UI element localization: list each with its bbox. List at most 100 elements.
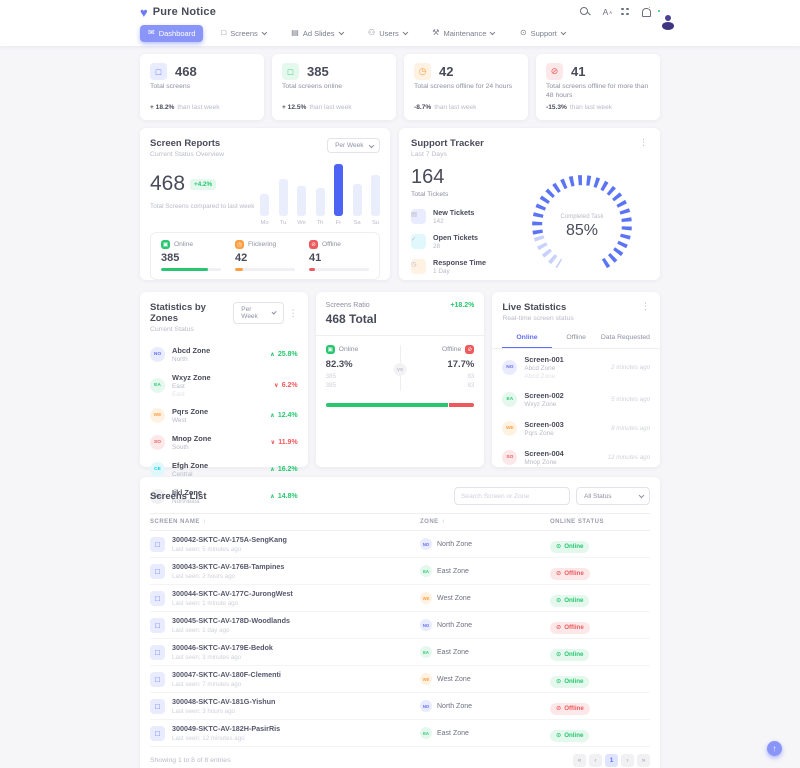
nav-item-label: Screens bbox=[230, 28, 258, 38]
status-badge: ⊘ Offline bbox=[550, 702, 590, 715]
total-tickets-value: 164 bbox=[411, 166, 445, 188]
table-row[interactable]: □ 300048-SKTC-AV-181G-Yishun Last seen: … bbox=[150, 693, 650, 720]
tab[interactable]: Online bbox=[502, 329, 552, 348]
ticket-icon: ✓ bbox=[411, 234, 426, 249]
screen-name: 300048-SKTC-AV-181G-Yishun bbox=[172, 697, 276, 707]
nav-item[interactable]: □ Screens bbox=[213, 25, 273, 42]
chevron-down-icon bbox=[560, 29, 566, 35]
chart-bar[interactable] bbox=[260, 194, 270, 216]
chart-bar[interactable] bbox=[352, 183, 362, 216]
table-row[interactable]: □ 300043-SKTC-AV-176B-Tampines Last seen… bbox=[150, 558, 650, 585]
chart-bar[interactable] bbox=[278, 178, 288, 216]
table-row[interactable]: □ 300042-SKTC-AV-175A-SengKang Last seen… bbox=[150, 531, 650, 558]
nav-item[interactable]: ▤ Ad Slides bbox=[283, 25, 350, 42]
pagination-button[interactable]: « bbox=[573, 754, 586, 767]
online-icon: ▣ bbox=[325, 345, 335, 354]
sort-arrow-icon[interactable]: ↑ bbox=[441, 519, 446, 525]
status-label: Offline bbox=[322, 241, 341, 248]
notifications-icon[interactable] bbox=[640, 5, 651, 18]
ratio-change: +18.2% bbox=[450, 302, 475, 309]
last-seen: Last seen: 1 minute ago bbox=[172, 599, 239, 607]
language-icon[interactable]: A bbox=[600, 7, 612, 19]
nav-item[interactable]: ✉ Dashboard bbox=[140, 24, 204, 42]
table-row[interactable]: □ 300047-SKTC-AV-180F-Clementi Last seen… bbox=[150, 666, 650, 693]
search-icon[interactable] bbox=[580, 6, 591, 18]
pagination-button[interactable]: ‹ bbox=[589, 754, 602, 767]
trend-change: -8.7% bbox=[414, 104, 432, 111]
status-filter-select[interactable]: All Status bbox=[576, 487, 650, 505]
zone-avatar: WE bbox=[420, 592, 432, 604]
online-count-ghost: 385 bbox=[325, 381, 336, 389]
ticket-value: 142 bbox=[433, 218, 444, 225]
trend-value: 16.2% bbox=[277, 466, 298, 473]
zone-name: East Zone bbox=[437, 567, 469, 575]
nav-item-label: Ad Slides bbox=[302, 28, 335, 38]
table-row[interactable]: □ 300046-SKTC-AV-179E-Bedok Last seen: 3… bbox=[150, 639, 650, 666]
status-icon: ⊙ bbox=[556, 732, 562, 739]
screen-zone: Abcd Zone bbox=[524, 364, 556, 372]
zone-avatar: WE bbox=[150, 408, 165, 423]
zone-avatar: SO bbox=[150, 435, 165, 450]
chart-bar[interactable] bbox=[297, 186, 307, 216]
more-menu-icon[interactable]: ⋮ bbox=[288, 307, 298, 318]
tab[interactable]: Offline bbox=[566, 334, 586, 341]
stat-card: □ 468 Total screens + 18.2% than last wee… bbox=[140, 54, 264, 120]
zone-avatar: EA bbox=[502, 392, 518, 407]
screen-name: 300049-SKTC-AV-182H-PasirRis bbox=[172, 724, 281, 734]
pagination-button[interactable]: › bbox=[621, 754, 634, 767]
screen-name: 300045-SKTC-AV-178D-Woodlands bbox=[172, 616, 290, 626]
screen-name: 300044-SKTC-AV-177C-JurongWest bbox=[172, 589, 293, 599]
screen-icon: ⊘ bbox=[546, 63, 563, 80]
ticket-icon: ▤ bbox=[411, 209, 426, 224]
apps-icon[interactable] bbox=[620, 7, 631, 18]
status-badge: ⊙ Online bbox=[550, 675, 590, 688]
nav-item[interactable]: ⊙ Support bbox=[512, 25, 572, 42]
tab[interactable]: Data Requested bbox=[600, 334, 650, 341]
status-icon: ⊙ bbox=[556, 543, 562, 550]
zone-name: East Zone bbox=[437, 729, 469, 737]
table-column-header[interactable]: ZONE ↑ bbox=[420, 519, 446, 525]
screen-zone: Pqrs Zone bbox=[524, 429, 554, 437]
status-icon: ⊘ bbox=[309, 240, 318, 249]
day-label: Su bbox=[371, 220, 380, 226]
table-column-header[interactable]: SCREEN NAME ↑ bbox=[150, 519, 207, 525]
chart-bar[interactable] bbox=[315, 188, 325, 216]
zone-name: Efgh Zone bbox=[172, 460, 209, 470]
last-seen: Last seen: 3 hours ago bbox=[172, 707, 235, 715]
period-select[interactable]: Per Week bbox=[233, 302, 284, 324]
gauge-label: Completed Task bbox=[560, 214, 604, 221]
chevron-down-icon bbox=[368, 142, 374, 148]
sort-arrow-icon[interactable]: ↑ bbox=[202, 519, 207, 525]
last-seen: Last seen: 12 minutes ago bbox=[172, 734, 245, 742]
ticket-label: Response Time bbox=[433, 258, 486, 267]
stat-trend: -15.3% than last week bbox=[546, 104, 650, 111]
zone-trend: ∧ 14.8% bbox=[270, 493, 298, 500]
pagination-button[interactable]: » bbox=[637, 754, 650, 767]
nav-item[interactable]: ⚇ Users bbox=[360, 25, 414, 42]
zone-trend: ∨ 11.9% bbox=[270, 439, 297, 446]
chart-bar[interactable] bbox=[334, 164, 344, 216]
chart-bar[interactable] bbox=[370, 175, 380, 216]
table-column-header[interactable]: ONLINE STATUS bbox=[550, 519, 604, 525]
more-menu-icon[interactable]: ⋮ bbox=[641, 301, 651, 311]
table-row[interactable]: □ 300044-SKTC-AV-177C-JurongWest Last se… bbox=[150, 585, 650, 612]
table-row[interactable]: □ 300049-SKTC-AV-182H-PasirRis Last seen… bbox=[150, 720, 650, 747]
pagination-button[interactable]: 1 bbox=[605, 754, 618, 767]
zone-avatar: SO bbox=[502, 450, 518, 465]
last-seen-time: 8 minutes ago bbox=[611, 425, 651, 432]
chevron-down-icon bbox=[402, 29, 408, 35]
status-badge: ⊘ Offline bbox=[550, 567, 590, 580]
brand[interactable]: ♥ Pure Notice bbox=[140, 6, 216, 19]
card-subtitle: Last 7 Days bbox=[411, 151, 447, 158]
status-progress bbox=[235, 268, 243, 271]
nav-item[interactable]: ⚒ Maintenance bbox=[424, 25, 502, 42]
zone-avatar: EA bbox=[420, 646, 432, 658]
zone-region: South bbox=[172, 443, 189, 451]
period-select[interactable]: Per Week bbox=[327, 138, 380, 153]
trend-value: 25.8% bbox=[277, 351, 298, 358]
scroll-to-top-button[interactable]: ↑ bbox=[767, 741, 782, 756]
table-row[interactable]: □ 300045-SKTC-AV-178D-Woodlands Last see… bbox=[150, 612, 650, 639]
more-menu-icon[interactable]: ⋮ bbox=[639, 137, 648, 147]
search-input[interactable] bbox=[454, 487, 570, 505]
stat-trend: -8.7% than last week bbox=[414, 104, 518, 111]
